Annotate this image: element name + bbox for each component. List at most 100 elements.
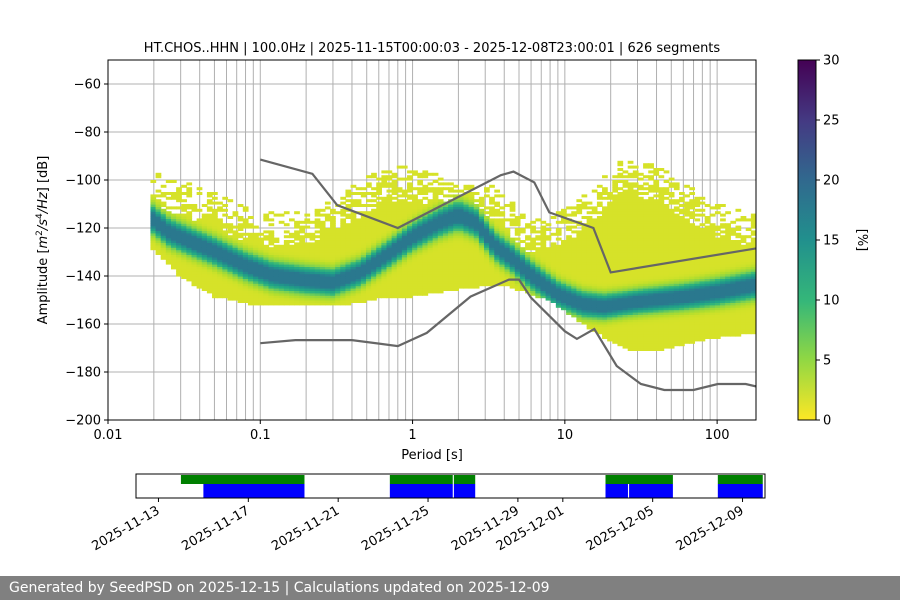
density-cell — [253, 300, 259, 303]
density-cell — [294, 225, 300, 229]
density-cell — [407, 271, 413, 275]
density-cell — [545, 290, 552, 294]
density-cell — [699, 300, 706, 303]
density-cell — [340, 218, 347, 222]
density-cell — [627, 278, 634, 282]
density-cell — [448, 235, 454, 239]
density-cell — [612, 218, 619, 222]
density-cell — [673, 340, 680, 344]
density-cell — [376, 216, 382, 219]
density-cell — [391, 254, 398, 258]
density-cell — [714, 309, 721, 313]
density-cell — [458, 242, 465, 246]
density-cell — [242, 240, 249, 243]
density-cell — [432, 172, 439, 176]
density-cell — [694, 268, 701, 272]
density-cell — [176, 244, 182, 248]
density-cell — [637, 223, 644, 227]
density-cell — [160, 220, 167, 224]
density-cell — [448, 256, 454, 260]
density-cell — [607, 247, 613, 251]
density-cell — [314, 223, 321, 227]
density-cell — [273, 213, 280, 217]
density-cell — [602, 230, 608, 234]
density-cell — [340, 232, 347, 236]
density-cell — [591, 288, 598, 291]
density-cell — [386, 266, 393, 270]
density-cell — [365, 273, 372, 277]
density-cell — [576, 276, 583, 279]
density-cell — [720, 204, 726, 207]
density-cell — [396, 254, 403, 258]
density-cell — [637, 256, 644, 260]
density-cell — [714, 252, 721, 255]
density-cell — [478, 220, 485, 224]
density-cell — [576, 273, 583, 277]
density-cell — [253, 292, 259, 296]
density-cell — [602, 336, 608, 339]
density-cell — [694, 271, 701, 275]
density-cell — [499, 206, 506, 210]
density-cell — [653, 244, 660, 248]
density-cell — [668, 240, 675, 243]
density-cell — [694, 285, 701, 289]
density-cell — [607, 273, 613, 277]
density-cell — [648, 249, 654, 253]
density-cell — [550, 276, 557, 279]
density-cell — [227, 199, 234, 203]
density-cell — [381, 235, 388, 239]
density-cell — [396, 201, 403, 205]
density-cell — [668, 276, 675, 279]
density-cell — [540, 235, 547, 239]
density-cell — [314, 235, 321, 239]
density-cell — [407, 187, 413, 191]
density-cell — [555, 256, 562, 260]
density-cell — [335, 211, 341, 215]
density-cell — [442, 273, 449, 277]
density-cell — [617, 326, 624, 330]
density-cell — [499, 225, 506, 229]
density-cell — [637, 247, 644, 251]
density-cell — [689, 206, 696, 210]
density-cell — [437, 235, 444, 239]
density-cell — [376, 206, 382, 210]
density-cell — [648, 345, 654, 349]
density-cell — [401, 194, 408, 198]
density-cell — [458, 252, 465, 255]
density-cell — [735, 312, 742, 315]
density-cell — [258, 285, 264, 289]
density-cell — [679, 309, 685, 313]
density-cell — [340, 271, 347, 275]
density-cell — [560, 249, 567, 253]
density-cell — [740, 321, 747, 325]
density-cell — [396, 165, 403, 169]
density-cell — [499, 271, 506, 275]
density-cell — [689, 297, 696, 301]
density-cell — [555, 292, 562, 296]
density-cell — [694, 254, 701, 258]
density-cell — [735, 244, 742, 248]
density-cell — [278, 213, 285, 217]
density-cell — [591, 302, 598, 306]
density-cell — [637, 288, 644, 291]
density-cell — [540, 249, 547, 253]
density-cell — [463, 240, 470, 243]
density-cell — [571, 283, 577, 287]
density-cell — [258, 283, 264, 287]
density-cell — [412, 213, 418, 217]
density-cell — [709, 235, 716, 239]
density-cell — [242, 225, 249, 229]
density-cell — [658, 266, 665, 270]
density-cell — [602, 283, 608, 287]
density-cell — [448, 228, 454, 231]
density-cell — [448, 242, 454, 246]
density-cell — [289, 285, 295, 289]
density-cell — [673, 264, 680, 267]
density-cell — [484, 280, 490, 284]
density-cell — [602, 280, 608, 284]
density-cell — [627, 326, 634, 330]
density-cell — [571, 206, 577, 210]
density-cell — [612, 235, 619, 239]
density-cell — [627, 225, 634, 229]
density-cell — [330, 242, 336, 246]
